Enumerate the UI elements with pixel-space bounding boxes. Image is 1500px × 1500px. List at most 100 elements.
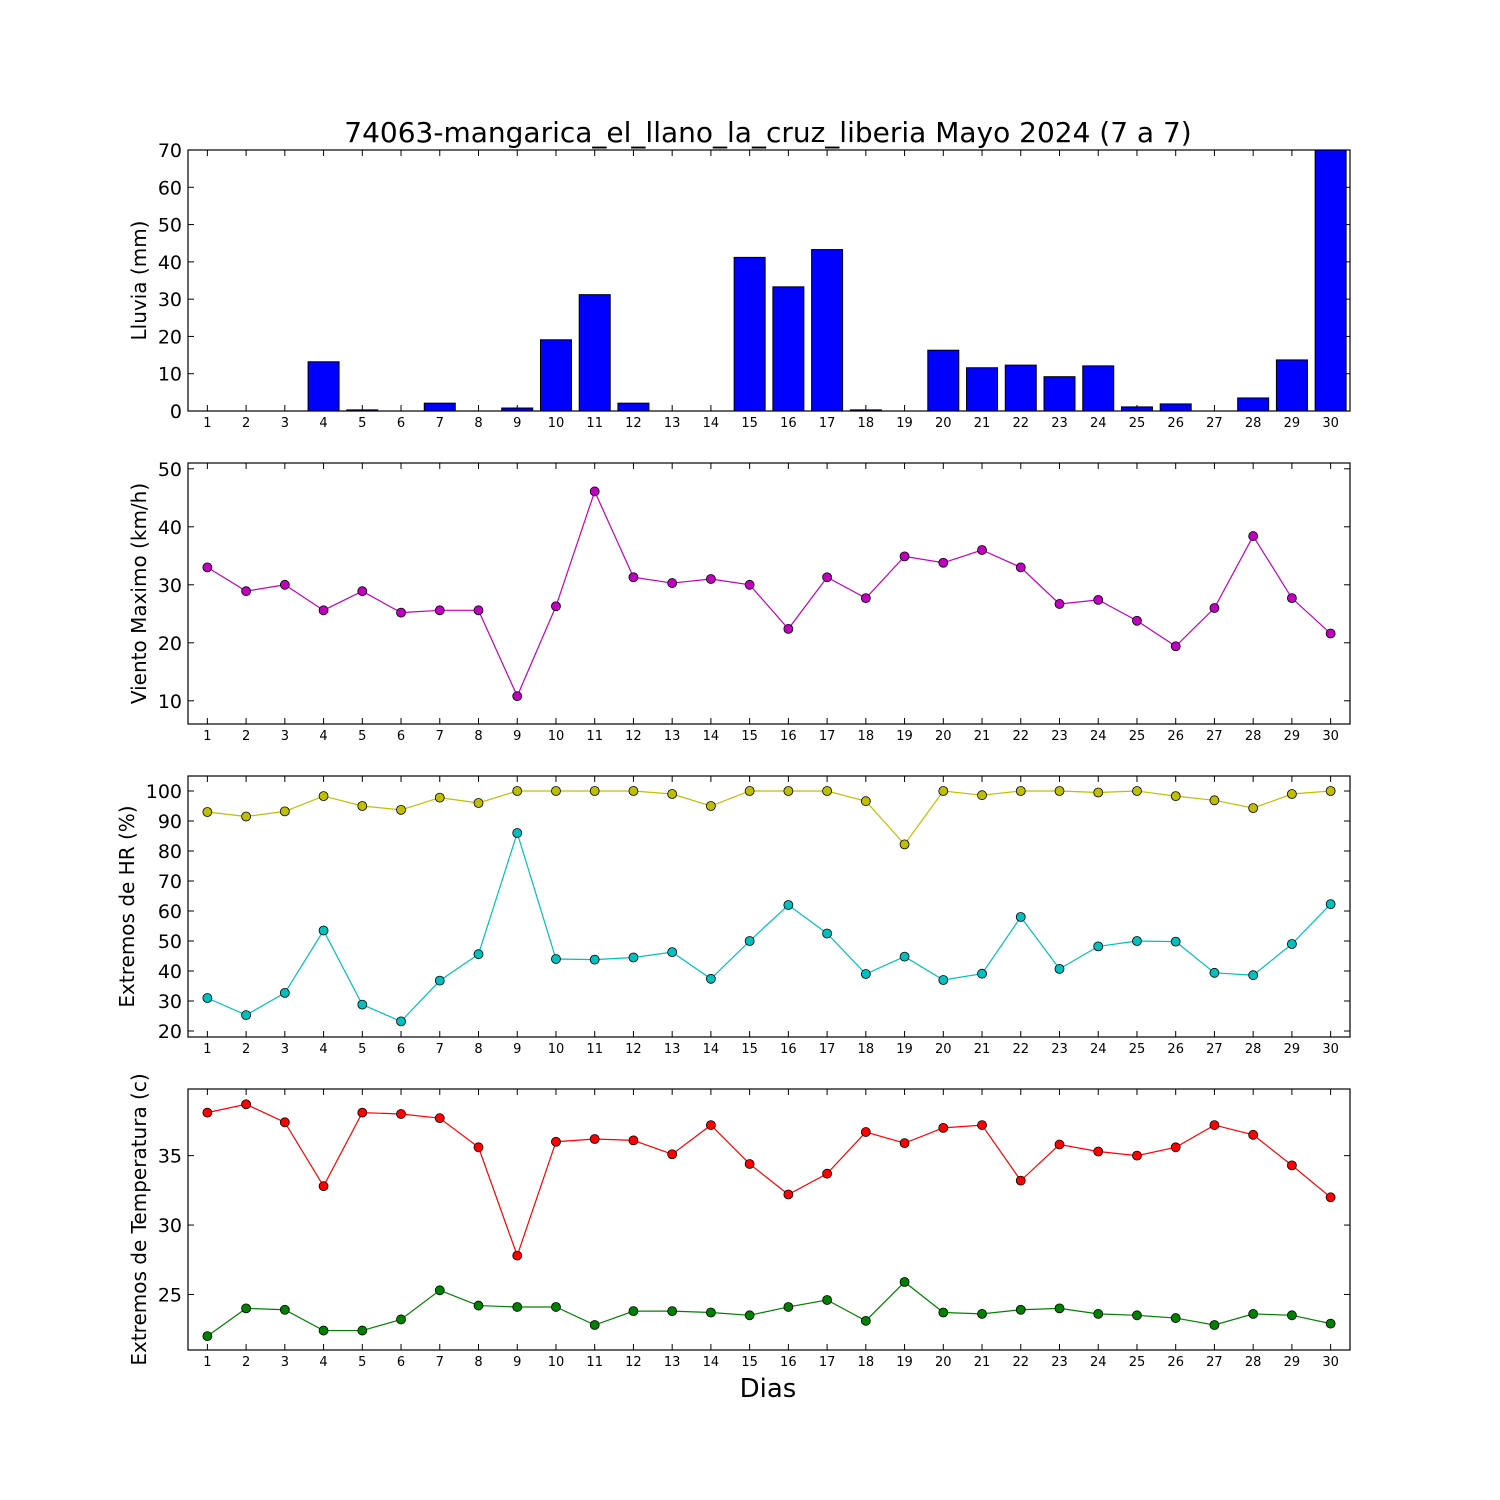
wind-data-point: [434, 605, 445, 616]
temperature-x-tick-label: 14: [703, 1355, 720, 1370]
rainfall-x-tick-label: 7: [436, 416, 444, 431]
rainfall-y-tick-label: 50: [158, 215, 182, 237]
wind-x-tick-label: 30: [1322, 729, 1339, 744]
wind-data-point: [938, 557, 949, 568]
humidity-data-point: [396, 1016, 406, 1027]
humidity-y-tick-label: 20: [158, 1021, 182, 1043]
temperature-x-tick-label: 27: [1206, 1355, 1223, 1370]
wind-data-point: [1287, 593, 1297, 604]
rainfall-x-tick-label: 23: [1051, 416, 1068, 431]
temperature-data-point: [667, 1149, 678, 1160]
temperature-data-point: [977, 1120, 987, 1130]
humidity-data-point: [589, 954, 600, 965]
temperature-data-point: [899, 1138, 910, 1149]
humidity-x-tick-label: 22: [1012, 1042, 1029, 1057]
rainfall-bar: [501, 407, 534, 412]
temperature-x-tick-label: 15: [741, 1355, 758, 1370]
wind-x-tick-label: 24: [1090, 729, 1107, 744]
humidity-y-tick-label: 30: [158, 991, 182, 1013]
humidity-data-point: [1054, 964, 1065, 974]
temperature-data-point: [783, 1189, 794, 1200]
rainfall-x-tick-label: 3: [281, 416, 289, 431]
temperature-x-tick-label: 9: [513, 1355, 521, 1370]
temperature-data-point: [396, 1314, 406, 1325]
humidity-data-point: [1248, 970, 1259, 981]
rainfall-plot-frame: [187, 149, 1351, 412]
humidity-data-point: [1015, 912, 1026, 922]
rainfall-x-tick-label: 5: [358, 416, 366, 431]
rainfall-x-tick-label: 20: [935, 416, 952, 431]
wind-data-point: [279, 579, 290, 590]
humidity-data-point: [1132, 936, 1142, 946]
humidity-data-point: [899, 951, 910, 962]
wind-data-point: [1325, 628, 1336, 639]
humidity-x-tick-label: 1: [203, 1042, 211, 1057]
rainfall-y-tick-label: 10: [158, 364, 182, 386]
humidity-x-tick-label: 14: [703, 1042, 720, 1057]
humidity-data-point: [551, 954, 561, 964]
temperature-data-point: [202, 1331, 213, 1342]
humidity-data-point: [783, 900, 794, 910]
humidity-data-point: [977, 968, 987, 979]
wind-x-tick-label: 18: [858, 729, 875, 744]
temperature-data-point: [1093, 1309, 1104, 1319]
humidity-data-point: [357, 999, 368, 1010]
wind-data-point: [1209, 603, 1220, 613]
humidity-data-point: [744, 936, 755, 946]
wind-data-point: [1093, 594, 1104, 605]
wind-data-point: [551, 601, 561, 612]
temperature-data-point: [938, 1122, 949, 1133]
temperature-data-point: [1132, 1310, 1142, 1321]
temperature-data-point: [279, 1117, 290, 1128]
temperature-x-tick-label: 24: [1090, 1355, 1107, 1370]
temperature-data-point: [318, 1325, 329, 1336]
humidity-x-tick-label: 4: [319, 1042, 327, 1057]
temperature-data-point: [396, 1109, 406, 1119]
humidity-x-tick-label: 19: [896, 1042, 913, 1057]
temperature-data-point: [667, 1306, 678, 1317]
temperature-data-point: [434, 1285, 445, 1296]
humidity-data-point: [1287, 789, 1297, 799]
temperature-data-point: [357, 1107, 368, 1118]
wind-data-point: [1132, 615, 1142, 626]
rainfall-bar: [617, 402, 650, 412]
rainfall-bar: [772, 286, 805, 412]
rainfall-x-tick-label: 18: [858, 416, 875, 431]
humidity-data-point: [434, 975, 445, 986]
humidity-data-point: [783, 786, 794, 796]
humidity-y-tick-label: 40: [158, 961, 182, 983]
humidity-y-tick-label: 80: [158, 841, 182, 863]
temperature-data-point: [628, 1306, 639, 1317]
humidity-data-point: [396, 805, 406, 815]
wind-x-tick-label: 23: [1051, 729, 1068, 744]
temperature-data-point: [977, 1309, 987, 1319]
temperature-series-1: [202, 1277, 1336, 1342]
wind-data-point: [628, 572, 639, 583]
humidity-data-point: [434, 792, 445, 803]
humidity-plot-frame: [187, 775, 1351, 1038]
rainfall-x-tick-label: 9: [513, 416, 521, 431]
wind-data-point: [899, 551, 910, 562]
humidity-data-point: [938, 975, 949, 985]
rainfall-x-tick-label: 1: [203, 416, 211, 431]
temperature-x-tick-label: 22: [1012, 1355, 1029, 1370]
temperature-x-tick-label: 30: [1322, 1355, 1339, 1370]
wind-data-point: [241, 586, 252, 597]
humidity-x-tick-label: 10: [548, 1042, 565, 1057]
temperature-data-point: [1209, 1120, 1220, 1130]
temperature-data-point: [589, 1134, 600, 1144]
wind-x-tick-label: 27: [1206, 729, 1223, 744]
temperature-series-line: [207, 1103, 1332, 1258]
humidity-series-line: [207, 830, 1332, 1023]
rainfall-bar: [1237, 397, 1270, 412]
wind-data-point: [473, 605, 484, 616]
wind-data-point: [744, 579, 755, 590]
rainfall-bar: [539, 339, 572, 412]
humidity-data-point: [512, 828, 523, 838]
wind-x-tick-label: 15: [741, 729, 758, 744]
rainfall-x-tick-label: 25: [1129, 416, 1146, 431]
temperature-data-point: [1287, 1310, 1297, 1321]
temperature-x-tick-label: 18: [858, 1355, 875, 1370]
rainfall-x-tick-label: 22: [1012, 416, 1029, 431]
wind-x-tick-label: 2: [242, 729, 250, 744]
